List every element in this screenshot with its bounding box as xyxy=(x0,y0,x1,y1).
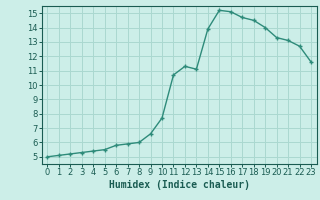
X-axis label: Humidex (Indice chaleur): Humidex (Indice chaleur) xyxy=(109,180,250,190)
